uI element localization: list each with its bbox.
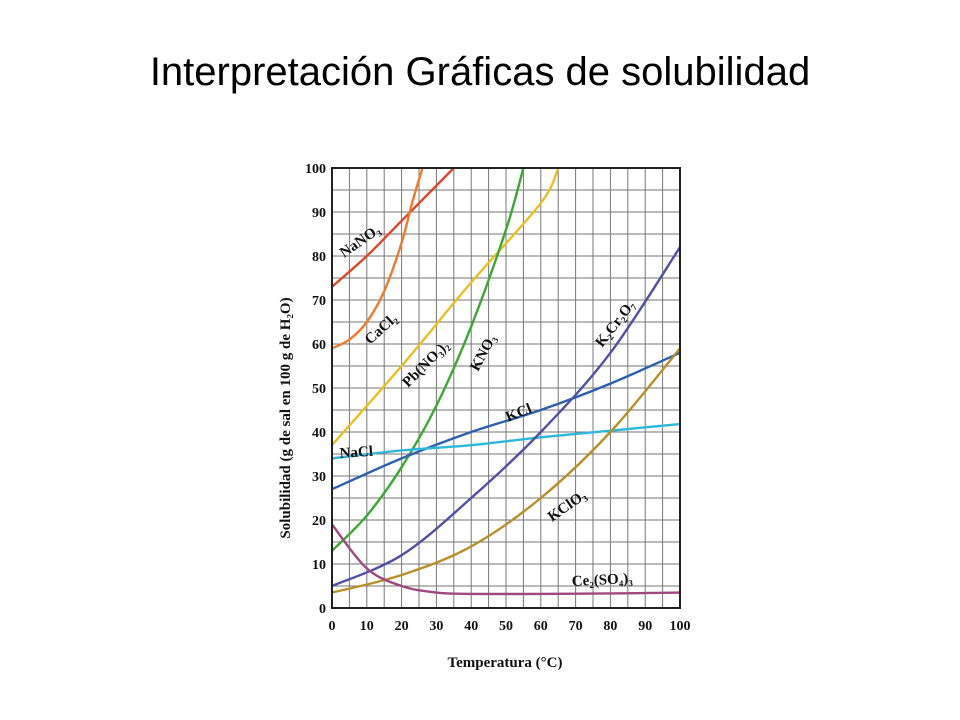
- y-tick-label: 100: [305, 162, 326, 177]
- x-tick-label: 40: [464, 619, 478, 634]
- plot-frame: [331, 167, 681, 609]
- series-line-5: [332, 422, 680, 460]
- solubility-chart: 0 10 20 30 40 50 60 70 80 90 100 0 10 20 30 40 50 60 70 80 9…: [278, 162, 691, 671]
- x-tick-label: 70: [569, 619, 583, 634]
- label-pbno3: Pb(NO₃)₂: [400, 337, 453, 390]
- x-tick-label: 50: [499, 619, 513, 634]
- series-line-7: [332, 347, 680, 594]
- y-tick-label: 20: [312, 514, 326, 529]
- y-tick-label: 30: [312, 470, 326, 485]
- x-tick-label: 90: [638, 619, 652, 634]
- y-tick-label: 90: [312, 206, 326, 221]
- series-line-3: [332, 168, 525, 552]
- x-tick-label: 80: [603, 619, 617, 634]
- series-line-8: [332, 523, 680, 596]
- y-tick-label: 10: [312, 558, 326, 573]
- grid: [331, 167, 681, 609]
- x-tick-label: 60: [534, 619, 548, 634]
- series-line-6: [332, 246, 680, 588]
- y-tick-label: 70: [312, 294, 326, 309]
- y-axis-label: Solubilidad (g de sal en 100 g de H₂O): [278, 297, 294, 538]
- label-kno3: KNO₃: [467, 332, 500, 374]
- series-line-2: [332, 168, 560, 446]
- x-tick-label: 30: [429, 619, 443, 634]
- label-ce2so43: Ce₂(SO₄)₃: [571, 571, 633, 590]
- series-line-0: [332, 168, 455, 288]
- label-nano3: NaNO₃: [337, 222, 384, 261]
- y-tick-label: 50: [312, 382, 326, 397]
- label-cacl2: CaCl₂: [362, 310, 401, 348]
- y-tick-label: 80: [312, 250, 326, 265]
- slide-title: Interpretación Gráficas de solubilidad: [149, 50, 811, 94]
- x-tick-label: 10: [360, 619, 374, 634]
- y-tick-label: 60: [312, 338, 326, 353]
- x-tick-label: 20: [395, 619, 409, 634]
- series-line-1: [332, 168, 424, 350]
- plot-border: [331, 167, 681, 609]
- label-nacl: NaCl: [339, 444, 373, 462]
- y-tick-label: 40: [312, 426, 326, 441]
- x-tick-label: 0: [329, 619, 336, 634]
- x-tick-label: 100: [670, 619, 691, 634]
- x-axis-label: Temperatura (°C): [447, 655, 562, 671]
- tick-labels: 0 10 20 30 40 50 60 70 80 90 100 0 10 20 30 40 50 60 70 80 9…: [305, 162, 691, 634]
- series-layer: [332, 168, 680, 596]
- y-tick-label: 0: [319, 602, 326, 617]
- series-line-4: [332, 351, 680, 491]
- label-kcl: KCl: [504, 401, 535, 426]
